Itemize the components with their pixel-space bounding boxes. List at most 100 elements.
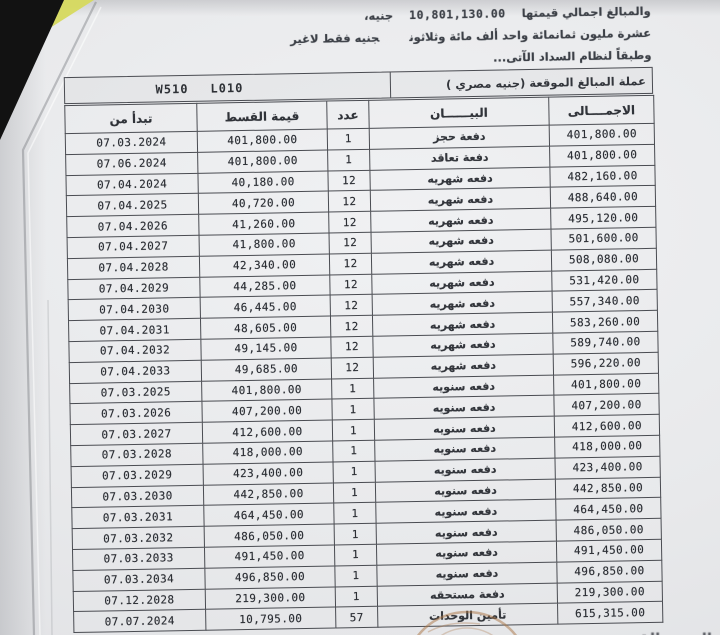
cell-installment: 219,300.00	[205, 586, 336, 610]
cell-count: 12	[328, 190, 371, 213]
cell-start-date: 07.04.2029	[67, 276, 201, 300]
header-installment: قيمة القسط	[196, 101, 328, 132]
cell-installment: 412,600.00	[202, 420, 333, 444]
cell-total: 219,300.00	[557, 580, 663, 604]
cell-start-date: 07.06.2024	[65, 152, 198, 176]
cell-count: 12	[329, 273, 373, 296]
amount-in-words-tail: جنيه فقط لاغير	[290, 30, 380, 47]
unit-code-2: L010	[210, 80, 244, 96]
cell-installment: 407,200.00	[201, 399, 333, 423]
cell-installment: 49,145.00	[200, 336, 332, 361]
cell-installment: 49,685.00	[201, 357, 332, 381]
cell-start-date: 07.03.2030	[71, 484, 204, 508]
cell-count: 1	[333, 481, 376, 504]
cell-count: 1	[331, 377, 374, 400]
cell-installment: 10,795.00	[205, 607, 336, 631]
currency-label: عملة المبالغ الموقعة (جنيه مصري )	[389, 67, 653, 98]
cell-start-date: 07.12.2028	[73, 588, 206, 612]
cell-total: 589,740.00	[552, 331, 659, 354]
cell-total: 401,800.00	[549, 123, 655, 146]
cell-count: 12	[331, 357, 374, 379]
cell-total: 491,450.00	[556, 539, 662, 562]
cell-installment: 40,180.00	[197, 170, 329, 194]
cell-total: 401,800.00	[553, 372, 659, 396]
cell-start-date: 07.04.2032	[68, 339, 202, 363]
cell-count: 1	[333, 502, 377, 525]
intro-text: والمبالغ اجمالي قيمتها 10,801,130.00 جنيه،…	[115, 0, 652, 75]
cell-installment: 418,000.00	[202, 440, 334, 465]
cell-start-date: 07.04.2024	[65, 172, 199, 196]
cell-count: 1	[332, 419, 375, 441]
cell-installment: 464,450.00	[203, 503, 335, 527]
cell-installment: 48,605.00	[200, 316, 331, 340]
grand-total-amount: 10,801,130.00	[409, 6, 506, 23]
amount-in-words: عشرة مليون ثمانمائة واحد ألف مائة وثلاثو…	[409, 25, 652, 45]
cell-count: 57	[335, 606, 378, 629]
cell-installment: 40,720.00	[198, 191, 329, 215]
cell-start-date: 07.07.2024	[73, 609, 206, 633]
cell-count: 12	[330, 336, 374, 358]
cell-count: 1	[335, 585, 378, 608]
cell-start-date: 07.03.2034	[72, 567, 206, 592]
cell-installment: 486,050.00	[204, 524, 335, 548]
cell-total: 442,850.00	[555, 476, 661, 500]
cell-installment: 401,800.00	[197, 129, 328, 153]
cell-count: 1	[332, 440, 375, 462]
cell-start-date: 07.04.2031	[68, 318, 201, 342]
cell-installment: 41,260.00	[198, 212, 330, 236]
cell-total: 531,420.00	[551, 268, 658, 292]
cell-start-date: 07.04.2026	[66, 214, 200, 238]
header-description: البيــــــان	[368, 97, 550, 129]
cell-total: 495,120.00	[550, 206, 656, 230]
cell-start-date: 07.03.2028	[70, 443, 204, 467]
cell-total: 583,260.00	[552, 310, 658, 334]
header-total: الاجمــــالى	[548, 95, 655, 126]
cell-start-date: 07.03.2025	[69, 380, 202, 404]
cell-start-date: 07.04.2025	[66, 193, 199, 217]
cell-count: 12	[330, 315, 373, 337]
cell-start-date: 07.04.2030	[68, 297, 201, 321]
cell-installment: 401,800.00	[201, 378, 332, 402]
cell-installment: 442,850.00	[203, 482, 334, 506]
cell-count: 12	[327, 169, 371, 192]
cell-start-date: 07.04.2027	[67, 235, 200, 259]
cell-start-date: 07.04.2033	[69, 360, 202, 384]
cell-start-date: 07.03.2026	[69, 401, 203, 425]
cell-description: تأمين الوحدات	[377, 603, 558, 628]
cell-total: 496,850.00	[556, 560, 663, 583]
cell-total: 482,160.00	[549, 164, 656, 188]
cell-total: 418,000.00	[554, 435, 660, 458]
cell-count: 1	[334, 544, 377, 566]
cell-installment: 46,445.00	[200, 295, 331, 319]
cell-count: 1	[333, 461, 376, 483]
cell-total: 488,640.00	[550, 185, 656, 209]
cell-count: 1	[331, 398, 375, 421]
cell-total: 508,080.00	[551, 248, 657, 271]
cell-count: 12	[329, 232, 372, 254]
cell-installment: 42,340.00	[199, 253, 330, 277]
cell-start-date: 07.03.2032	[72, 526, 205, 550]
cell-count: 12	[328, 211, 372, 234]
cell-count: 12	[329, 253, 372, 275]
unit-codes: W510 L010	[37, 73, 362, 104]
cell-total: 486,050.00	[556, 518, 662, 542]
cell-total: 423,400.00	[554, 456, 661, 479]
cell-start-date: 07.03.2033	[72, 547, 205, 571]
cell-installment: 496,850.00	[204, 565, 336, 589]
cell-installment: 401,800.00	[197, 149, 328, 173]
cell-count: 1	[327, 149, 370, 171]
header-count: عدد	[326, 100, 370, 130]
cell-total: 412,600.00	[554, 414, 660, 438]
header-start-date: تبدأ من	[64, 103, 198, 134]
cell-count: 1	[334, 564, 378, 587]
cell-total: 464,450.00	[555, 497, 662, 521]
cell-total: 407,200.00	[553, 393, 660, 417]
cell-installment: 44,285.00	[199, 274, 331, 298]
cell-total: 401,800.00	[549, 144, 655, 167]
cell-start-date: 07.03.2029	[71, 464, 204, 488]
cell-total: 557,340.00	[552, 289, 658, 313]
cell-count: 1	[334, 523, 377, 545]
cell-installment: 423,400.00	[203, 461, 334, 485]
